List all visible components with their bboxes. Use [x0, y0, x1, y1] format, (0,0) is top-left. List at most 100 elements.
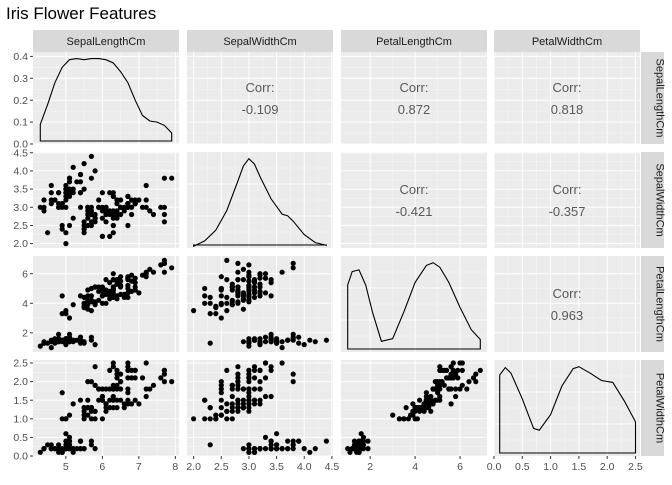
data-point	[107, 397, 113, 403]
corr-label: Corr:	[553, 182, 582, 197]
data-point	[257, 367, 263, 373]
y-tick-label-petalwidthcm: 2.5	[13, 358, 28, 370]
data-point	[107, 367, 113, 373]
data-point	[59, 390, 65, 396]
data-point	[439, 367, 445, 373]
data-point	[96, 204, 102, 210]
data-point	[229, 297, 235, 303]
y-tick-label-petallengthcm: 2	[22, 327, 28, 339]
data-point	[235, 382, 241, 388]
data-point	[477, 367, 483, 373]
y-tick-label-sepallengthcm: 0.4	[13, 51, 28, 63]
data-point	[110, 360, 116, 366]
data-point	[59, 226, 65, 232]
panel-sepallengthcm-petalwidthcm: Corr: 0.818	[493, 52, 640, 145]
data-point	[428, 393, 434, 400]
data-point	[114, 367, 120, 373]
x-tick-label-sepalwidthcm: 3.5	[269, 461, 284, 473]
data-point	[143, 393, 149, 400]
data-point	[136, 290, 142, 296]
data-point	[99, 386, 105, 392]
data-point	[41, 340, 47, 346]
row-strip-label-petalwidthcm: PetalWidthCm	[654, 373, 666, 443]
data-point	[63, 446, 69, 452]
data-point	[88, 204, 94, 210]
data-point	[439, 379, 445, 385]
data-point	[92, 215, 98, 221]
corr-value: 0.872	[398, 102, 431, 117]
x-tick-label-sepallengthcm: 5	[63, 461, 69, 473]
data-point	[473, 371, 479, 377]
data-point	[99, 215, 105, 221]
panel-petalwidthcm-sepalwidthcm	[187, 360, 333, 457]
data-point	[121, 405, 127, 411]
data-point	[323, 337, 329, 343]
data-point	[129, 401, 135, 407]
data-point	[229, 408, 235, 414]
data-point	[132, 367, 138, 373]
data-point	[88, 308, 94, 314]
x-tick-label-sepalwidthcm: 4.5	[325, 461, 340, 473]
data-point	[240, 266, 246, 272]
data-point	[161, 379, 167, 385]
data-point	[70, 302, 76, 308]
panel-sepalwidthcm-sepallengthcm	[33, 152, 179, 248]
data-point	[114, 201, 120, 207]
panel-sepalwidthcm-petallengthcm: Corr: -0.421	[341, 152, 487, 248]
data-point	[139, 375, 146, 381]
data-point	[268, 446, 274, 452]
data-point	[77, 438, 84, 444]
column-strip-label-sepallengthcm: SepalLengthCm	[67, 36, 146, 48]
data-point	[290, 260, 296, 266]
data-point	[110, 230, 116, 236]
x-tick-label-sepalwidthcm: 4.0	[297, 461, 312, 473]
row-strip-petallengthcm	[641, 256, 664, 352]
data-point	[92, 211, 98, 218]
data-point	[246, 446, 252, 452]
data-point	[92, 416, 98, 422]
data-point	[312, 339, 318, 345]
data-point	[444, 367, 450, 373]
data-point	[403, 405, 409, 411]
data-point	[88, 219, 94, 225]
data-point	[77, 446, 84, 452]
data-point	[118, 291, 124, 297]
data-point	[70, 190, 76, 196]
data-point	[56, 449, 62, 455]
data-point	[59, 222, 65, 229]
data-point	[132, 284, 138, 290]
data-point	[99, 233, 105, 239]
data-point	[251, 277, 258, 283]
chart-title: Iris Flower Features	[6, 4, 157, 23]
data-point	[125, 294, 131, 300]
data-point	[96, 197, 102, 203]
data-point	[312, 446, 318, 452]
data-point	[63, 339, 69, 345]
data-point	[99, 416, 105, 422]
density-curve-sepalwidthcm	[193, 157, 327, 248]
panel-sepallengthcm-petallengthcm: Corr: 0.872	[341, 52, 487, 145]
data-point	[81, 226, 87, 232]
data-point	[430, 386, 436, 392]
data-point	[66, 175, 73, 181]
data-point	[92, 364, 98, 370]
x-tick-label-petalwidthcm: 2.5	[628, 461, 643, 473]
data-point	[114, 215, 120, 221]
data-point	[81, 416, 87, 422]
data-point	[262, 434, 269, 440]
y-tick-label-petalwidthcm: 0.0	[13, 451, 28, 463]
data-point	[251, 367, 258, 373]
data-point	[56, 442, 62, 448]
data-point	[41, 208, 47, 214]
data-point	[107, 208, 113, 214]
data-point	[114, 375, 120, 381]
data-point	[103, 204, 109, 210]
data-point	[251, 294, 258, 300]
data-point	[59, 449, 65, 455]
data-point	[213, 416, 219, 422]
data-point	[59, 201, 65, 207]
data-point	[92, 219, 98, 225]
data-point	[118, 204, 124, 210]
panel-sepalwidthcm-sepalwidthcm	[187, 152, 333, 248]
